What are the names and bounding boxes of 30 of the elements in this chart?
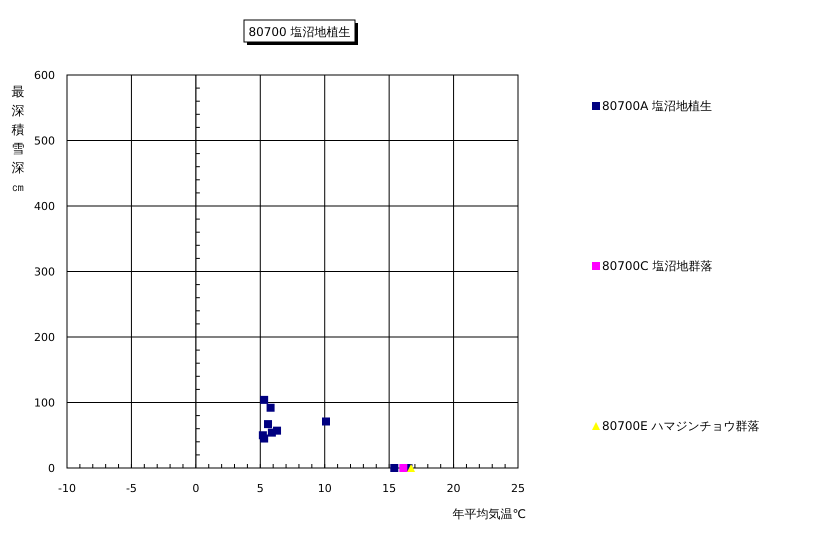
x-tick-label: 5 bbox=[256, 482, 264, 495]
point bbox=[268, 428, 276, 437]
x-tick-label: 20 bbox=[446, 482, 461, 495]
x-tick-label: 25 bbox=[511, 482, 525, 495]
x-tick-label: 15 bbox=[382, 482, 396, 495]
y-tick-label: 100 bbox=[34, 396, 55, 410]
point bbox=[390, 464, 398, 472]
y-tick-label: 600 bbox=[34, 69, 55, 82]
y-tick-label: 200 bbox=[34, 331, 55, 344]
chart-title: 80700 塩沼地植生 bbox=[248, 25, 350, 39]
legend-label: 80700A 塩沼地植生 bbox=[602, 99, 712, 113]
x-tick-label: -10 bbox=[58, 482, 76, 495]
x-tick-label: 10 bbox=[318, 482, 332, 495]
y-tick-label: 400 bbox=[34, 200, 55, 213]
x-tick-label: 0 bbox=[192, 482, 200, 495]
y-tick-label: 300 bbox=[34, 266, 55, 278]
y-axis-title: 最深積雪深㎝ bbox=[12, 85, 24, 195]
point bbox=[399, 464, 408, 472]
point bbox=[264, 420, 272, 428]
point bbox=[407, 464, 416, 472]
y-tick-label: 0 bbox=[48, 462, 55, 475]
legend-label: 80700C 塩沼地群落 bbox=[602, 259, 712, 273]
point bbox=[260, 434, 268, 443]
point bbox=[322, 417, 330, 426]
x-axis-title: 年平均気温℃ bbox=[452, 507, 526, 521]
y-tick-label: 500 bbox=[34, 134, 55, 148]
point bbox=[266, 404, 275, 412]
legend-label: 80700E ハマジンチョウ群落 bbox=[602, 419, 760, 433]
x-tick-label: -5 bbox=[126, 482, 137, 495]
point bbox=[260, 396, 268, 404]
